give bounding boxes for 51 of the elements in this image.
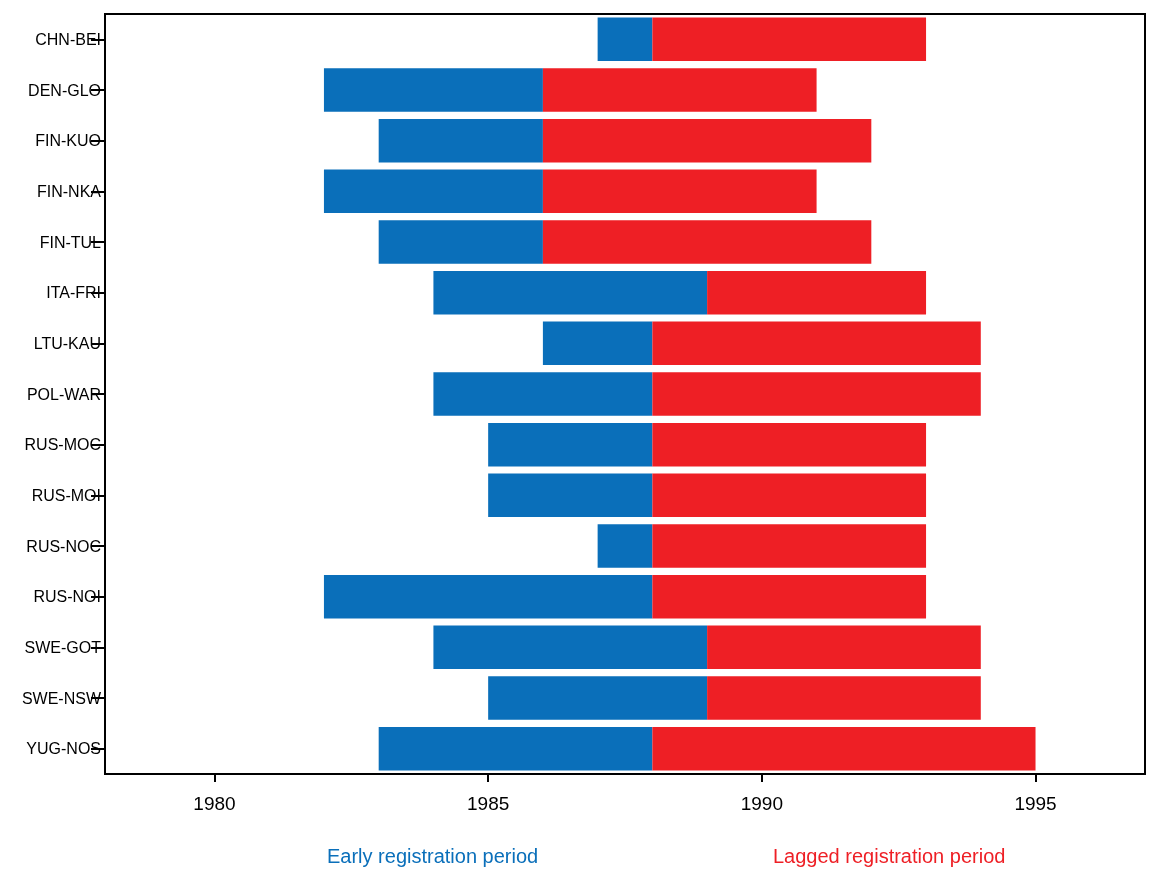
bar [433,270,708,315]
bar [542,169,817,214]
bar [488,676,708,720]
bar [378,118,543,163]
y-tick-label: YUG-NOS [26,740,101,758]
bar [433,625,708,670]
bar [652,524,927,568]
bar [597,524,653,568]
text: Early registration period [327,845,539,867]
bar [488,422,653,467]
bar [378,726,653,771]
bar [652,473,927,518]
y-tick-label: RUS-MOC [24,436,101,454]
x-tick-label: 1980 [193,793,236,814]
y-tick-label: ITA-FRI [46,284,101,302]
bar [323,169,543,214]
x-tick-label: 1985 [467,793,510,814]
bar [433,372,653,416]
bar [707,676,981,720]
bar [652,422,927,467]
y-tick-label: RUS-NOI [33,588,101,606]
y-tick-label: SWE-NSW [21,689,102,707]
bar [597,17,653,62]
bar [707,625,981,670]
y-tick-label: FIN-TUL [39,233,102,251]
y-tick-label: LTU-KAU [33,334,101,352]
bar [323,574,653,619]
bar [542,118,872,163]
y-tick-label: CHN-BEI [35,30,101,48]
bar [378,220,543,264]
x-tick-label: 1995 [1014,793,1057,814]
y-tick-label: FIN-KUO [35,132,101,150]
x-tick-label: 1990 [740,793,783,814]
y-tick-label: RUS-MOI [31,486,101,504]
bar [652,574,927,619]
bar [542,68,817,112]
bar [542,220,872,264]
bar [652,726,1036,771]
bar [542,321,653,366]
bar [652,321,981,366]
bar [323,68,543,112]
y-tick-label: SWE-GOT [24,638,102,656]
bar [652,372,981,416]
bar [707,270,927,315]
y-tick-label: POL-WAR [26,385,101,403]
bar [488,473,653,518]
y-tick-label: RUS-NOC [26,537,101,555]
y-tick-label: DEN-GLO [28,81,101,99]
bar [652,17,927,62]
y-tick-label: FIN-NKA [37,182,102,200]
text: Lagged registration period [773,845,1006,867]
